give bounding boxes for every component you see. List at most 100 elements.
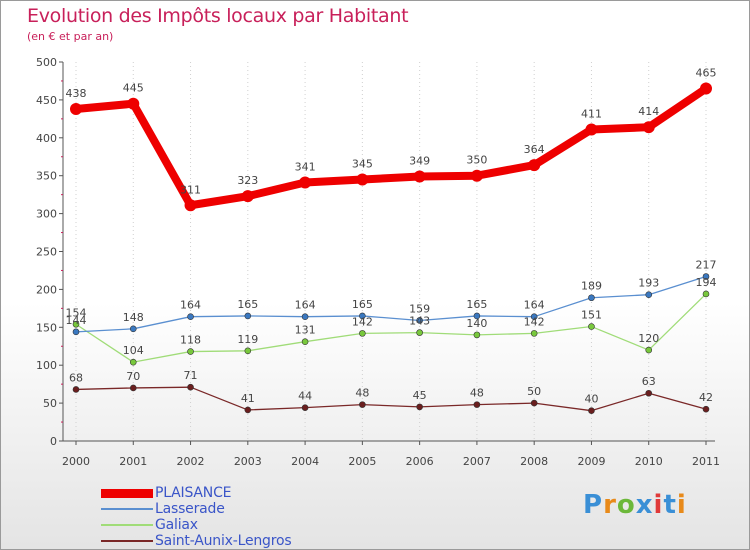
data-point [70,102,82,115]
data-label: 165 [237,298,258,311]
data-point [702,273,710,280]
legend-item: PLAISANCE [101,485,401,501]
data-point [301,313,309,320]
data-label: 154 [66,306,87,319]
data-label: 311 [180,183,201,196]
x-tick-label: 2005 [348,455,376,468]
data-point [702,405,710,413]
x-tick-label: 2010 [635,455,663,468]
data-point [588,294,595,302]
legend-swatch [101,508,153,510]
data-label: 143 [409,315,430,328]
data-label: 148 [123,311,144,324]
y-tick-label: 200 [36,283,57,296]
data-label: 414 [638,105,659,118]
y-tick-label: 300 [36,208,57,221]
series-layer [70,82,712,414]
data-point [642,121,655,134]
data-point [645,389,653,397]
data-label: 151 [581,309,602,322]
data-label: 119 [237,333,258,346]
data-label: 70 [126,370,140,383]
data-point [359,330,366,337]
data-point [585,123,598,136]
data-point [473,312,481,320]
x-tick-label: 2002 [177,455,205,468]
y-tick-label: 450 [36,94,57,107]
data-point [356,173,369,186]
data-point [588,323,595,330]
x-tick-label: 2007 [463,455,491,468]
data-point [473,401,481,408]
legend-item: Saint-Aunix-Lengros [101,533,401,549]
data-point [416,329,423,336]
data-point [72,328,80,336]
data-label: 48 [470,387,484,400]
data-label: 118 [180,334,201,347]
x-tick-label: 2000 [62,455,90,468]
data-label: 71 [184,369,198,382]
data-label: 164 [180,299,201,312]
data-point [702,290,710,298]
x-tick-label: 2008 [520,455,548,468]
x-tick-label: 2003 [234,455,262,468]
data-label: 165 [352,298,373,311]
data-label: 438 [66,87,87,100]
legend-label: Galiax [155,517,198,533]
data-point [645,291,653,299]
legend-label: Saint-Aunix-Lengros [155,533,292,549]
data-point [72,320,80,328]
data-point [416,403,423,411]
data-label: 120 [638,332,659,345]
data-label: 445 [123,82,144,95]
series-line-saint-aunix-lengros [75,386,707,412]
legend-item: Galiax [101,517,401,533]
chart-title: Evolution des Impôts locaux par Habitant [27,5,409,27]
legend-item: Lasserade [101,501,401,517]
data-point [470,169,483,182]
data-point [416,317,423,324]
chart-subtitle: (en € et par an) [27,30,114,43]
data-label: 164 [295,299,316,312]
data-point [700,82,712,95]
y-tick-label: 50 [43,397,57,410]
data-label: 159 [409,302,430,315]
data-point [301,338,309,346]
data-label: 45 [413,389,427,402]
data-label: 217 [696,259,717,272]
y-tick-label: 400 [36,132,57,145]
data-point [127,97,140,110]
data-point [187,348,194,355]
data-label: 193 [638,277,659,290]
data-label: 142 [352,315,373,328]
data-label: 165 [466,298,487,311]
data-label: 50 [527,385,541,398]
data-label: 142 [524,315,545,328]
data-label: 164 [524,299,545,312]
y-tick-label: 150 [36,321,57,334]
data-label: 42 [699,391,713,404]
series-line-lasserade [75,275,707,333]
data-point [299,176,312,189]
legend-swatch [101,524,153,526]
y-tick-label: 0 [50,435,57,448]
y-tick-label: 500 [36,56,57,69]
data-point [129,384,137,392]
legend-label: PLAISANCE [155,485,232,501]
data-point [530,313,538,320]
data-point [129,325,137,333]
data-point [359,401,366,408]
data-label: 63 [642,375,656,388]
data-label: 323 [237,174,258,187]
data-label: 131 [295,324,316,337]
data-point [413,170,426,183]
x-tick-label: 2001 [119,455,147,468]
y-tick-label: 250 [36,246,57,259]
data-point [244,312,252,320]
data-point [129,358,137,366]
x-tick-label: 2009 [577,455,605,468]
data-point [473,331,481,339]
data-label: 350 [466,154,487,167]
legend-label: Lasserade [155,501,225,517]
